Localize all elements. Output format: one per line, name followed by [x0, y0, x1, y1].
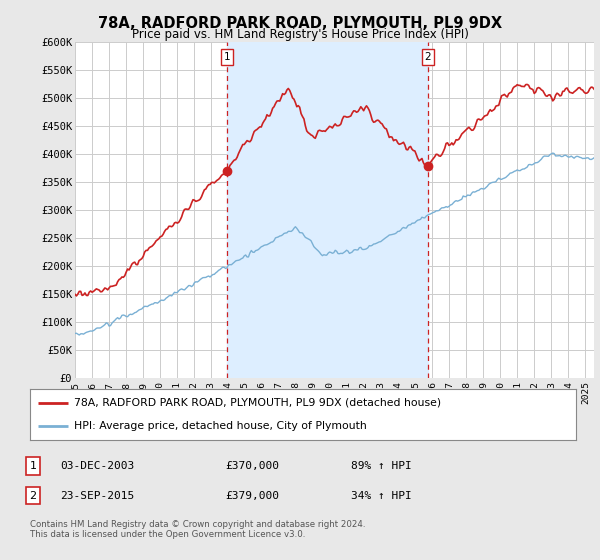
Text: 78A, RADFORD PARK ROAD, PLYMOUTH, PL9 9DX (detached house): 78A, RADFORD PARK ROAD, PLYMOUTH, PL9 9D…	[74, 398, 441, 408]
Text: 78A, RADFORD PARK ROAD, PLYMOUTH, PL9 9DX: 78A, RADFORD PARK ROAD, PLYMOUTH, PL9 9D…	[98, 16, 502, 31]
Text: 03-DEC-2003: 03-DEC-2003	[60, 461, 134, 471]
Text: £379,000: £379,000	[225, 491, 279, 501]
Text: 89% ↑ HPI: 89% ↑ HPI	[351, 461, 412, 471]
Text: 1: 1	[223, 52, 230, 62]
Text: HPI: Average price, detached house, City of Plymouth: HPI: Average price, detached house, City…	[74, 421, 367, 431]
Text: 23-SEP-2015: 23-SEP-2015	[60, 491, 134, 501]
Text: 1: 1	[29, 461, 37, 471]
Text: 34% ↑ HPI: 34% ↑ HPI	[351, 491, 412, 501]
Text: 2: 2	[29, 491, 37, 501]
Bar	[227, 42, 428, 378]
Text: £370,000: £370,000	[225, 461, 279, 471]
Text: 2: 2	[424, 52, 431, 62]
Text: Contains HM Land Registry data © Crown copyright and database right 2024.
This d: Contains HM Land Registry data © Crown c…	[30, 520, 365, 539]
Text: Price paid vs. HM Land Registry's House Price Index (HPI): Price paid vs. HM Land Registry's House …	[131, 28, 469, 41]
